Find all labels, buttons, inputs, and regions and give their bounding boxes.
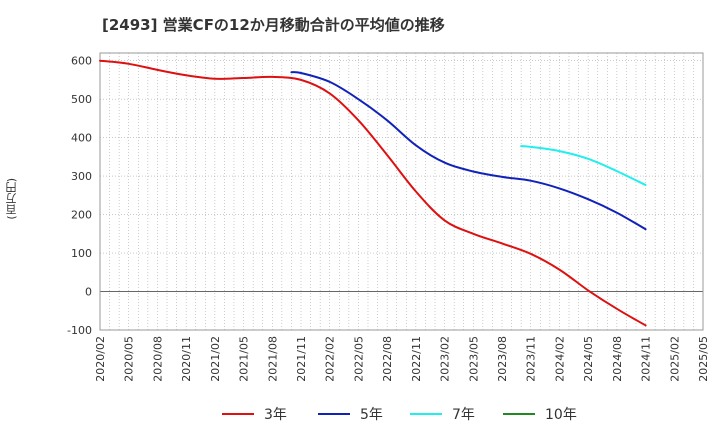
- y-tick-labels: -100 0 100 200 300 400 500 600: [67, 55, 92, 337]
- plot-frame: [99, 52, 704, 331]
- y-tick-label: 100: [71, 247, 92, 260]
- y-tick-label: 0: [85, 286, 92, 299]
- x-tick-label: 2020/05: [123, 336, 136, 382]
- x-tick-label: 2021/11: [295, 336, 308, 382]
- x-tick-label: 2020/11: [180, 336, 193, 382]
- x-tick-label: 2022/08: [381, 336, 394, 382]
- x-tick-label: 2020/02: [94, 336, 107, 382]
- x-tick-label: 2022/02: [324, 336, 337, 382]
- grid: [99, 53, 704, 331]
- x-tick-label: 2025/05: [697, 336, 710, 382]
- y-tick-label: 200: [71, 209, 92, 222]
- y-tick-label: 300: [71, 170, 92, 183]
- y-tick-label: 400: [71, 132, 92, 145]
- x-tick-label: 2025/02: [668, 336, 681, 382]
- x-tick-label: 2021/05: [238, 336, 251, 382]
- y-tick-label: 600: [71, 55, 92, 68]
- x-tick-label: 2022/05: [352, 336, 365, 382]
- y-tick-label: -100: [67, 324, 92, 337]
- x-tick-label: 2024/02: [553, 336, 566, 382]
- y-tick-label: 500: [71, 93, 92, 106]
- x-tick-label: 2022/11: [410, 336, 423, 382]
- series-line-1: [99, 59, 647, 327]
- legend: 3年 5年 7年 10年: [222, 407, 577, 423]
- x-tick-label: 2024/08: [611, 336, 624, 382]
- legend-label: 3年: [264, 407, 287, 423]
- x-tick-label: 2021/08: [266, 336, 279, 382]
- series-lines: [99, 59, 647, 327]
- chart-title: [2493] 営業CFの12か月移動合計の平均値の推移: [102, 16, 445, 34]
- x-tick-label: 2024/05: [582, 336, 595, 382]
- x-tick-label: 2020/08: [151, 336, 164, 382]
- x-tick-label: 2021/02: [209, 336, 222, 382]
- legend-label: 5年: [360, 407, 383, 423]
- x-tick-label: 2024/11: [640, 336, 653, 382]
- x-tick-label: 2023/05: [467, 336, 480, 382]
- legend-label: 10年: [545, 407, 577, 423]
- x-tick-label: 2023/08: [496, 336, 509, 382]
- x-tick-label: 2023/11: [525, 336, 538, 382]
- legend-label: 7年: [452, 407, 475, 423]
- series-line-2: [290, 71, 647, 231]
- x-tick-labels: 2020/02 2020/05 2020/08 2020/11 2021/02 2021/…: [94, 336, 710, 382]
- x-tick-label: 2023/02: [439, 336, 452, 382]
- series-line-3: [520, 145, 647, 186]
